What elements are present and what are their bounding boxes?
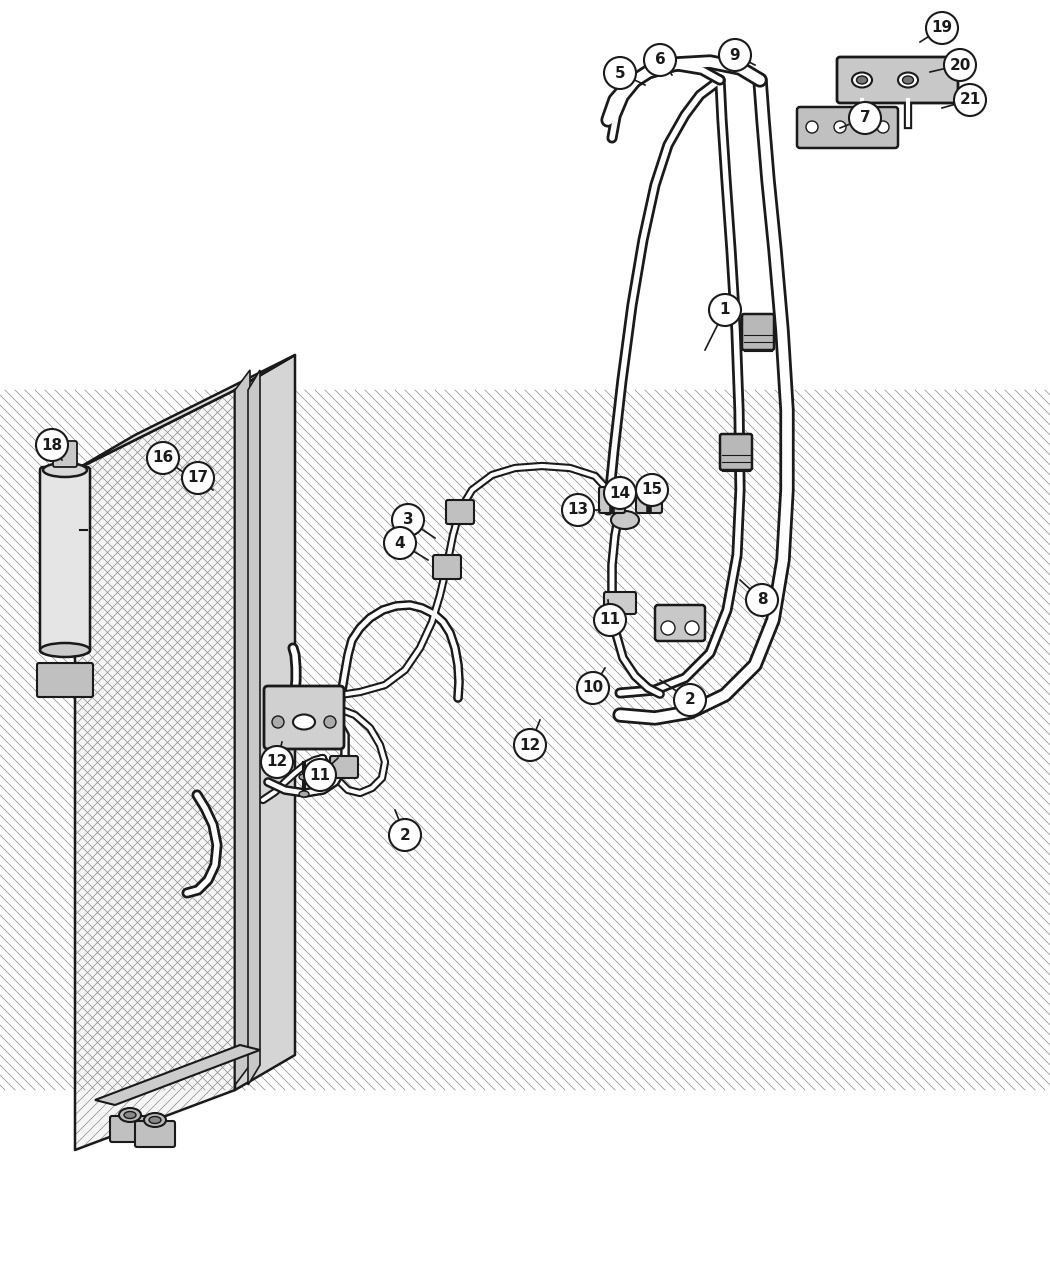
- Text: 16: 16: [152, 450, 173, 465]
- Text: 12: 12: [267, 755, 288, 770]
- Polygon shape: [75, 390, 235, 1150]
- Ellipse shape: [644, 493, 654, 500]
- Text: 1: 1: [719, 302, 730, 317]
- Polygon shape: [75, 390, 235, 1150]
- FancyBboxPatch shape: [720, 434, 752, 470]
- Text: 8: 8: [757, 593, 768, 607]
- Ellipse shape: [299, 774, 309, 780]
- FancyBboxPatch shape: [446, 500, 474, 524]
- FancyBboxPatch shape: [264, 686, 344, 748]
- FancyBboxPatch shape: [655, 606, 705, 641]
- Ellipse shape: [611, 511, 639, 529]
- FancyBboxPatch shape: [135, 1121, 175, 1148]
- Ellipse shape: [119, 1108, 141, 1122]
- Text: 4: 4: [395, 536, 405, 551]
- Text: 17: 17: [188, 470, 209, 486]
- FancyBboxPatch shape: [604, 592, 636, 615]
- Circle shape: [261, 746, 293, 778]
- FancyBboxPatch shape: [433, 555, 461, 579]
- Text: 9: 9: [730, 47, 740, 62]
- Circle shape: [182, 462, 214, 493]
- FancyBboxPatch shape: [742, 314, 774, 351]
- Polygon shape: [94, 1046, 260, 1105]
- Circle shape: [954, 84, 986, 116]
- Ellipse shape: [43, 463, 87, 477]
- FancyBboxPatch shape: [837, 57, 958, 103]
- Circle shape: [806, 121, 818, 133]
- FancyBboxPatch shape: [598, 487, 625, 513]
- FancyBboxPatch shape: [636, 487, 662, 513]
- Circle shape: [578, 672, 609, 704]
- Circle shape: [746, 584, 778, 616]
- FancyBboxPatch shape: [110, 1116, 150, 1142]
- Circle shape: [662, 621, 675, 635]
- Text: 13: 13: [567, 502, 589, 518]
- Text: 11: 11: [600, 612, 621, 627]
- Circle shape: [685, 621, 699, 635]
- Ellipse shape: [149, 1117, 161, 1123]
- Polygon shape: [235, 370, 250, 1085]
- Text: 5: 5: [614, 65, 626, 80]
- Circle shape: [644, 45, 676, 76]
- Polygon shape: [235, 354, 295, 1090]
- Text: 20: 20: [949, 57, 970, 73]
- FancyBboxPatch shape: [52, 441, 77, 467]
- Text: 12: 12: [520, 737, 541, 752]
- Ellipse shape: [144, 1113, 166, 1127]
- Circle shape: [304, 759, 336, 790]
- Circle shape: [36, 428, 68, 462]
- FancyBboxPatch shape: [40, 467, 90, 653]
- Circle shape: [272, 717, 284, 728]
- Circle shape: [926, 11, 958, 45]
- Ellipse shape: [299, 790, 309, 797]
- FancyBboxPatch shape: [330, 756, 358, 778]
- Circle shape: [849, 102, 881, 134]
- Text: 15: 15: [642, 482, 663, 497]
- Circle shape: [562, 493, 594, 527]
- Polygon shape: [248, 370, 260, 1085]
- Circle shape: [384, 527, 416, 558]
- Circle shape: [834, 121, 846, 133]
- Circle shape: [392, 504, 424, 536]
- FancyBboxPatch shape: [797, 107, 898, 148]
- Circle shape: [388, 819, 421, 850]
- Text: 2: 2: [685, 692, 695, 708]
- Ellipse shape: [852, 73, 872, 88]
- Text: 2: 2: [400, 827, 411, 843]
- Circle shape: [636, 474, 668, 506]
- Circle shape: [719, 40, 751, 71]
- Circle shape: [674, 683, 706, 717]
- Text: 10: 10: [583, 681, 604, 695]
- Ellipse shape: [903, 76, 914, 84]
- Circle shape: [944, 48, 977, 82]
- Text: 14: 14: [609, 486, 631, 501]
- Circle shape: [324, 717, 336, 728]
- Ellipse shape: [607, 493, 617, 500]
- Ellipse shape: [898, 73, 918, 88]
- Circle shape: [147, 442, 178, 474]
- FancyBboxPatch shape: [37, 663, 93, 697]
- Ellipse shape: [40, 643, 90, 657]
- Text: 3: 3: [403, 513, 414, 528]
- Circle shape: [594, 604, 626, 636]
- Text: 19: 19: [931, 20, 952, 36]
- Circle shape: [877, 121, 889, 133]
- Text: 11: 11: [310, 768, 331, 783]
- Text: 7: 7: [860, 111, 870, 125]
- Ellipse shape: [857, 76, 867, 84]
- Circle shape: [604, 477, 636, 509]
- Polygon shape: [75, 354, 295, 470]
- Circle shape: [514, 729, 546, 761]
- Circle shape: [709, 295, 741, 326]
- Ellipse shape: [124, 1112, 136, 1118]
- Text: 6: 6: [654, 52, 666, 68]
- Circle shape: [604, 57, 636, 89]
- Text: 18: 18: [41, 437, 63, 453]
- Text: 21: 21: [960, 93, 981, 107]
- Ellipse shape: [293, 714, 315, 729]
